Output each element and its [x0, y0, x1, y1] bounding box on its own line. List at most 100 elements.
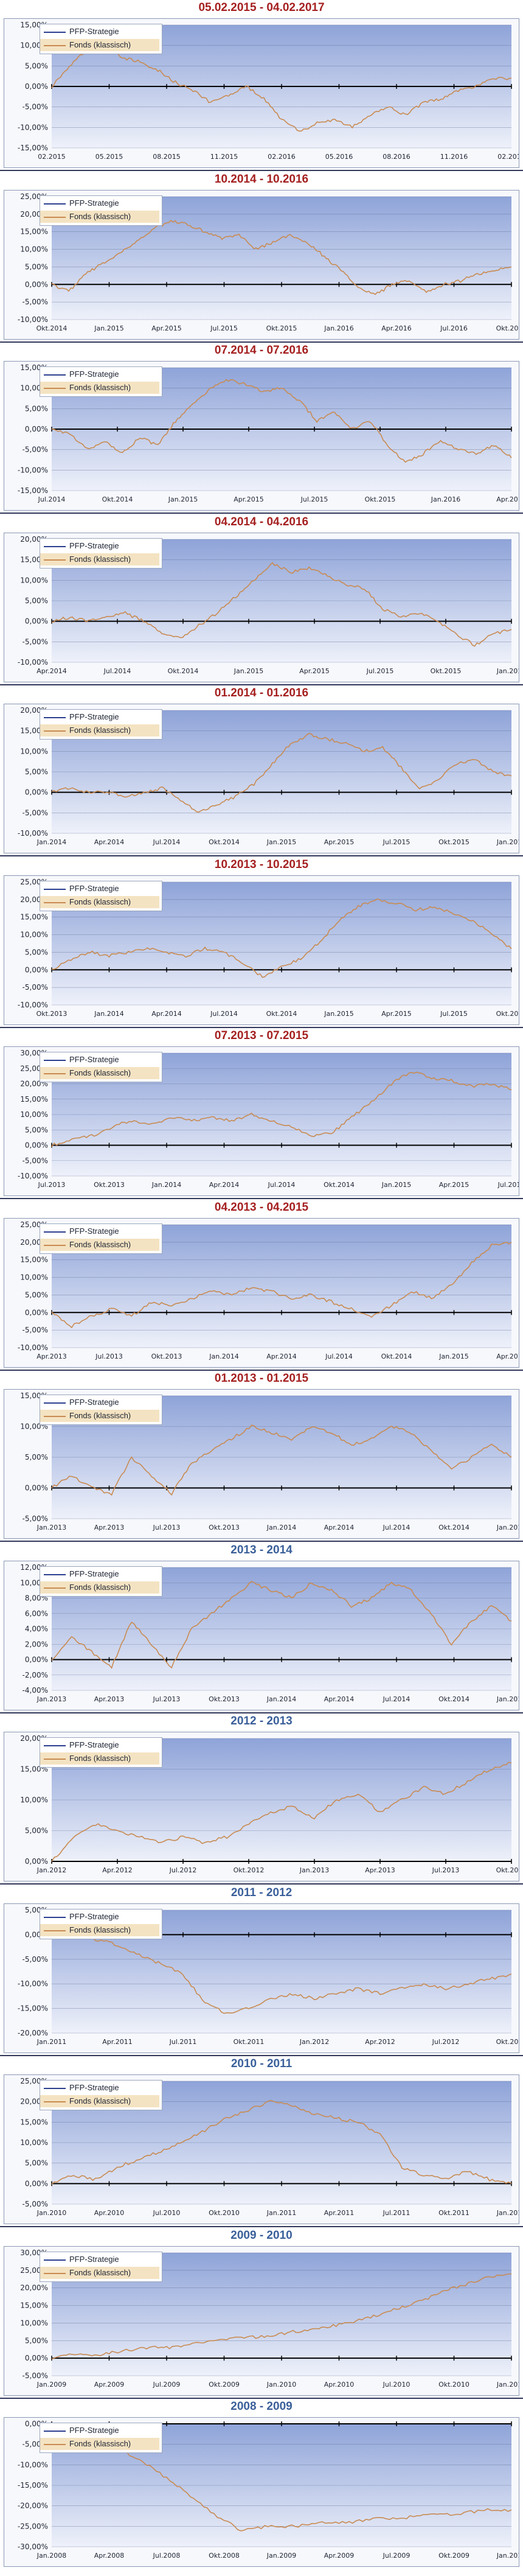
x-tick-label: Jan.2010 — [266, 2381, 296, 2389]
x-tick-label: Jul.2015 — [497, 1181, 519, 1189]
panel-divider — [0, 1712, 523, 1713]
legend-swatch-strategy — [44, 1059, 66, 1061]
chart-title: 2008 - 2009 — [230, 2400, 293, 2413]
legend-item-fund: Fonds (klassisch) — [40, 724, 159, 737]
legend-item-strategy: PFP-Strategie — [44, 1225, 119, 1237]
x-tick-label: Apr.2014 — [209, 1181, 240, 1189]
panel-divider — [0, 170, 523, 171]
legend-item-strategy: PFP-Strategie — [44, 711, 119, 723]
legend-swatch-fund — [44, 901, 66, 903]
x-tick-label: Jan.2015 — [438, 1353, 468, 1360]
panel-divider — [0, 341, 523, 343]
x-tick-label: Jul.2014 — [383, 1524, 410, 1531]
x-tick-label: Okt.2013 — [94, 1181, 125, 1189]
x-tick-label: Jul.2013 — [95, 1353, 123, 1360]
y-tick-label: 5,00% — [25, 2159, 48, 2168]
legend: PFP-Strategie Fonds (klassisch) — [40, 195, 162, 226]
x-tick-label: Okt.2008 — [209, 2552, 240, 2560]
chart-frame: 12,00% 10,00% 8,00% 6,00% 4,00% 2,00% 0,00% -2,… — [4, 1561, 519, 1710]
x-tick-label: Okt.2009 — [438, 2552, 469, 2560]
legend-label-fund: Fonds (klassisch) — [69, 40, 131, 49]
y-tick-label: 5,00% — [25, 262, 48, 271]
x-tick-label: Okt.2010 — [438, 2381, 469, 2389]
legend-label-fund: Fonds (klassisch) — [69, 555, 131, 564]
chart-panel: 2013 - 2014 12,00% 10,00% 8,00% 6,00% 4,00% 2,… — [0, 1542, 523, 1713]
x-tick-label: Jan.2013 — [36, 1524, 66, 1531]
legend-label-fund: Fonds (klassisch) — [69, 897, 131, 906]
y-tick-label: 10,00% — [20, 576, 48, 584]
x-tick-label: Jul.2009 — [153, 2381, 181, 2389]
x-tick-label: Okt.2013 — [209, 1695, 240, 1703]
x-tick-label: Okt.2014 — [36, 324, 68, 332]
legend-label-fund: Fonds (klassisch) — [69, 383, 131, 392]
legend-label-fund: Fonds (klassisch) — [69, 1068, 131, 1077]
series-line-fund — [51, 2273, 512, 2360]
series-line-fund — [51, 2099, 512, 2185]
y-tick-label: 15,00% — [20, 2301, 48, 2310]
legend-item-fund: Fonds (klassisch) — [40, 1752, 159, 1765]
chart-title: 04.2013 - 04.2015 — [214, 1201, 309, 1214]
x-tick-label: Okt.2015 — [266, 324, 297, 332]
chart-panel: 2009 - 2010 30,00% 25,00% 20,00% 15,00% 10,00… — [0, 2228, 523, 2399]
legend-swatch-strategy — [44, 1745, 66, 1746]
legend-item-fund: Fonds (klassisch) — [40, 896, 159, 908]
y-tick-label: -25,00% — [18, 2522, 48, 2530]
legend-label-strategy: PFP-Strategie — [69, 198, 119, 208]
x-tick-label: Jul.2008 — [153, 2552, 181, 2560]
legend-label-strategy: PFP-Strategie — [69, 2255, 119, 2264]
legend-swatch-fund — [44, 1244, 66, 1246]
legend-swatch-strategy — [44, 1231, 66, 1233]
x-tick-label: Jan.2015 — [266, 838, 296, 846]
x-tick-label: Jan.2011 — [36, 2038, 66, 2046]
x-tick-label: Jan.2015 — [94, 324, 123, 332]
x-tick-label: Okt.2015 — [438, 838, 469, 846]
legend-swatch-fund — [44, 2101, 66, 2102]
x-tick-label: Okt.2015 — [431, 667, 462, 675]
legend-swatch-strategy — [44, 2087, 66, 2089]
chart-title: 10.2013 - 10.2015 — [214, 858, 309, 871]
legend-label-strategy: PFP-Strategie — [69, 1740, 119, 1749]
y-tick-label: -10,00% — [18, 123, 48, 131]
chart-frame: 15,00% 10,00% 5,00% 0,00% -5,00% -10,00% -15,0… — [4, 361, 519, 511]
y-tick-label: 15,00% — [20, 1095, 48, 1104]
legend-label-fund: Fonds (klassisch) — [69, 2439, 131, 2448]
chart-frame: 5,00% 0,00% -5,00% -10,00% -15,00% -20,00% Jan… — [4, 1903, 519, 2053]
x-tick-label: Jan.2012 — [299, 2038, 329, 2046]
x-tick-label: Okt.2013 — [151, 1353, 182, 1360]
x-tick-label: Okt.2014 — [324, 1181, 355, 1189]
legend-label-strategy: PFP-Strategie — [69, 884, 119, 893]
x-tick-label: Apr.2015 — [324, 838, 355, 846]
y-tick-label: 0,00% — [25, 425, 48, 433]
y-tick-label: -4,00% — [23, 1686, 48, 1695]
y-tick-label: 15,00% — [20, 1256, 48, 1264]
y-tick-label: 15,00% — [20, 228, 48, 236]
y-tick-label: -15,00% — [18, 2004, 48, 2013]
y-tick-label: -15,00% — [18, 2481, 48, 2490]
x-tick-label: Jan.2008 — [36, 2552, 66, 2560]
x-tick-label: Jul.2015 — [383, 838, 410, 846]
x-tick-label: Okt.2010 — [209, 2209, 240, 2217]
legend-label-strategy: PFP-Strategie — [69, 1227, 119, 1236]
chart-frame: 15,00% 10,00% 5,00% 0,00% -5,00% -10,00% -15,0… — [4, 18, 519, 168]
legend: PFP-Strategie Fonds (klassisch) — [40, 1566, 162, 1597]
x-tick-label: Apr.2013 — [94, 1695, 125, 1703]
x-tick-label: Jul.2015 — [366, 667, 394, 675]
legend-item-fund: Fonds (klassisch) — [40, 1239, 159, 1251]
y-tick-label: -5,00% — [23, 103, 48, 111]
y-tick-label: -5,00% — [23, 983, 48, 992]
y-tick-label: -2,00% — [23, 1671, 48, 1679]
panel-divider — [0, 1370, 523, 1371]
x-tick-label: Okt.2012 — [496, 2038, 519, 2046]
y-tick-label: 10,00% — [20, 931, 48, 939]
legend-item-strategy: PFP-Strategie — [44, 26, 119, 38]
y-tick-label: 10,00% — [20, 1796, 48, 1804]
y-tick-label: -10,00% — [18, 2460, 48, 2469]
y-tick-label: -10,00% — [18, 829, 48, 838]
panel-divider — [0, 1027, 523, 1028]
chart-frame: 25,00% 20,00% 15,00% 10,00% 5,00% 0,00% -5,00%… — [4, 190, 519, 340]
legend-label-strategy: PFP-Strategie — [69, 27, 119, 36]
y-tick-label: 15,00% — [20, 913, 48, 922]
y-tick-label: 10,00% — [20, 245, 48, 254]
series-line-fund — [52, 898, 512, 978]
y-tick-label: 20,00% — [20, 2284, 48, 2292]
